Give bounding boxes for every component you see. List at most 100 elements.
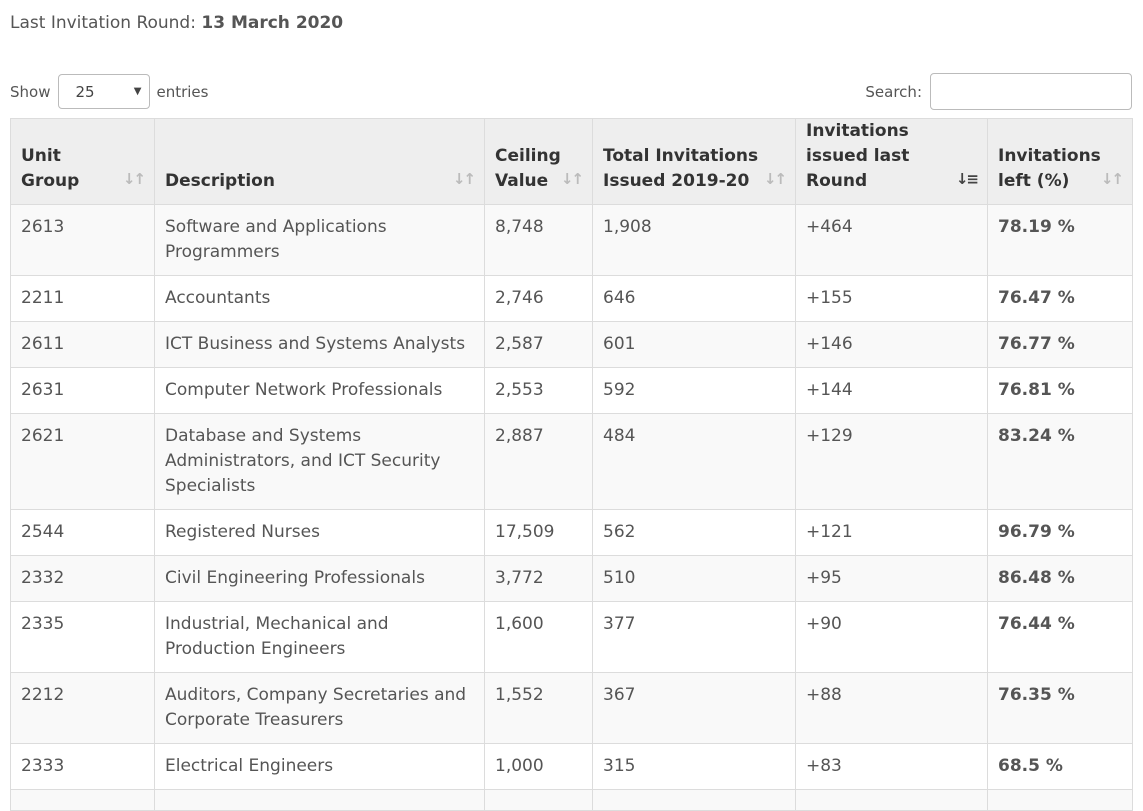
column-header-label: Total Invitations Issued 2019-20 <box>603 146 759 191</box>
sort-icon[interactable]: ↓↑ <box>560 170 584 188</box>
ceiling-value-cell: 17,509 <box>484 509 593 556</box>
invitations-left-cell: 96.79 % <box>987 509 1133 556</box>
unit-group-cell: 2335 <box>10 601 155 673</box>
last-round-invitations-cell <box>795 789 988 811</box>
invitations-left-cell: 76.81 % <box>987 367 1133 414</box>
table-row: 2611 ICT Business and Systems Analysts 2,5… <box>10 321 1133 368</box>
last-round-invitations-cell: +146 <box>795 321 988 368</box>
last-round-invitations-cell: +464 <box>795 204 988 276</box>
table-row: 2544 Registered Nurses 17,509 562 +121 96.79 … <box>10 509 1133 556</box>
invitations-left-cell: 76.77 % <box>987 321 1133 368</box>
last-round-invitations-cell: +95 <box>795 555 988 602</box>
table-row: 2332 Civil Engineering Professionals 3,772… <box>10 555 1133 602</box>
sort-icon[interactable]: ↓↑ <box>1100 170 1124 188</box>
chevron-down-icon: ▼ <box>133 86 142 97</box>
ceiling-value-cell: 2,887 <box>484 413 593 510</box>
invitations-table: Unit Group ↓↑ Description ↓↑ Ceiling Value ↓↑… <box>10 118 1133 811</box>
column-header[interactable]: Total Invitations Issued 2019-20 ↓↑ <box>592 118 796 205</box>
column-header-label: Ceiling Value <box>495 146 561 191</box>
column-header[interactable]: Description ↓↑ <box>154 118 485 205</box>
last-round-invitations-cell: +144 <box>795 367 988 414</box>
ceiling-value-cell: 2,746 <box>484 275 593 322</box>
entries-label: entries <box>156 82 209 101</box>
invitations-left-cell: 76.47 % <box>987 275 1133 322</box>
show-label: Show <box>10 82 51 101</box>
total-invitations-cell: 646 <box>592 275 796 322</box>
table-row: 2613 Software and Applications Programmer… <box>10 204 1133 276</box>
description-cell: Auditors, Company Secretaries and Corpor… <box>154 672 485 744</box>
invitations-left-cell: 68.5 % <box>987 743 1133 790</box>
invitations-left-cell: 78.19 % <box>987 204 1133 276</box>
ceiling-value-cell: 1,552 <box>484 672 593 744</box>
unit-group-cell: 2212 <box>10 672 155 744</box>
sort-icon[interactable]: ↓↑ <box>452 170 476 188</box>
description-cell: Computer Network Professionals <box>154 367 485 414</box>
total-invitations-cell: 367 <box>592 672 796 744</box>
unit-group-cell <box>10 789 155 811</box>
entries-select[interactable]: 25 ▼ <box>58 74 151 109</box>
description-cell: Electrical Engineers <box>154 743 485 790</box>
table-row: 2211 Accountants 2,746 646 +155 76.47 % <box>10 275 1133 322</box>
last-round-invitations-cell: +90 <box>795 601 988 673</box>
table-header-row: Unit Group ↓↑ Description ↓↑ Ceiling Value ↓↑… <box>10 118 1133 205</box>
unit-group-cell: 2544 <box>10 509 155 556</box>
table-controls: Show 25 ▼ entries Search: <box>10 73 1132 110</box>
unit-group-cell: 2613 <box>10 204 155 276</box>
ceiling-value-cell: 2,553 <box>484 367 593 414</box>
column-header-label: Invitations left (%) <box>998 146 1101 191</box>
table-row <box>10 789 1133 811</box>
column-header[interactable]: Unit Group ↓↑ <box>10 118 155 205</box>
total-invitations-cell: 1,908 <box>592 204 796 276</box>
last-round-invitations-cell: +129 <box>795 413 988 510</box>
sort-icon[interactable]: ↓↑ <box>763 170 787 188</box>
search-label: Search: <box>865 82 922 101</box>
sort-descending-icon[interactable]: ↓≡ <box>955 170 979 188</box>
last-round-invitations-cell: +83 <box>795 743 988 790</box>
ceiling-value-cell: 1,600 <box>484 601 593 673</box>
description-cell <box>154 789 485 811</box>
unit-group-cell: 2332 <box>10 555 155 602</box>
last-round-invitations-cell: +155 <box>795 275 988 322</box>
description-cell: Software and Applications Programmers <box>154 204 485 276</box>
total-invitations-cell: 592 <box>592 367 796 414</box>
ceiling-value-cell: 2,587 <box>484 321 593 368</box>
invitations-left-cell: 86.48 % <box>987 555 1133 602</box>
table-row: 2631 Computer Network Professionals 2,553 5… <box>10 367 1133 414</box>
table-row: 2335 Industrial, Mechanical and Productio… <box>10 601 1133 673</box>
column-header[interactable]: Invitations issued last Round ↓≡ <box>795 118 988 205</box>
unit-group-cell: 2621 <box>10 413 155 510</box>
ceiling-value-cell <box>484 789 593 811</box>
ceiling-value-cell: 3,772 <box>484 555 593 602</box>
total-invitations-cell: 510 <box>592 555 796 602</box>
total-invitations-cell: 562 <box>592 509 796 556</box>
description-cell: Civil Engineering Professionals <box>154 555 485 602</box>
total-invitations-cell: 315 <box>592 743 796 790</box>
ceiling-value-cell: 1,000 <box>484 743 593 790</box>
search-control: Search: <box>865 73 1132 110</box>
entries-select-value: 25 <box>75 82 95 101</box>
column-header-label: Invitations issued last Round <box>806 121 910 191</box>
last-round-invitations-cell: +121 <box>795 509 988 556</box>
description-cell: Database and Systems Administrators, and… <box>154 413 485 510</box>
last-round-date: 13 March 2020 <box>201 13 344 33</box>
unit-group-cell: 2631 <box>10 367 155 414</box>
column-header[interactable]: Ceiling Value ↓↑ <box>484 118 593 205</box>
table-row: 2212 Auditors, Company Secretaries and Co… <box>10 672 1133 744</box>
column-header-label: Unit Group <box>21 146 80 191</box>
sort-icon[interactable]: ↓↑ <box>122 170 146 188</box>
total-invitations-cell: 377 <box>592 601 796 673</box>
last-round-line: Last Invitation Round: 13 March 2020 <box>10 13 343 33</box>
description-cell: Registered Nurses <box>154 509 485 556</box>
search-input[interactable] <box>930 73 1132 110</box>
total-invitations-cell: 601 <box>592 321 796 368</box>
table-body: 2613 Software and Applications Programmer… <box>10 204 1133 811</box>
table-row: 2333 Electrical Engineers 1,000 315 +83 68.5 … <box>10 743 1133 790</box>
total-invitations-cell <box>592 789 796 811</box>
unit-group-cell: 2611 <box>10 321 155 368</box>
description-cell: ICT Business and Systems Analysts <box>154 321 485 368</box>
column-header[interactable]: Invitations left (%) ↓↑ <box>987 118 1133 205</box>
ceiling-value-cell: 8,748 <box>484 204 593 276</box>
invitations-left-cell: 76.35 % <box>987 672 1133 744</box>
description-cell: Accountants <box>154 275 485 322</box>
